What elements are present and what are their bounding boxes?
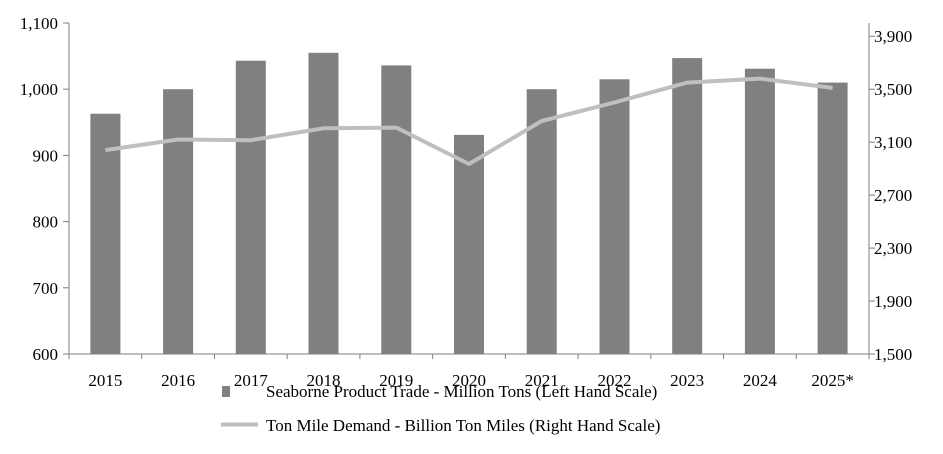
- x-tick-label: 2015: [88, 371, 122, 390]
- bar-2020: [454, 134, 484, 354]
- legend: Seaborne Product Trade - Million Tons (L…: [221, 382, 660, 435]
- right-tick-label: 2,700: [874, 186, 912, 205]
- left-tick-label: 1,000: [20, 80, 58, 99]
- x-tick-label: 2021: [525, 371, 559, 390]
- line-series: [105, 76, 833, 166]
- right-tick-label: 1,500: [874, 345, 912, 364]
- ton-mile-demand-line: [105, 76, 833, 166]
- right-tick-label: 3,500: [874, 80, 912, 99]
- x-tick-label: 2017: [234, 371, 269, 390]
- x-tick-label: 2016: [161, 371, 195, 390]
- right-tick-label: 1,900: [874, 292, 912, 311]
- bar-2021: [526, 89, 557, 354]
- left-tick-label: 700: [33, 279, 59, 298]
- bar-2023: [672, 58, 703, 354]
- left-tick-label: 900: [33, 146, 59, 165]
- bar-2019: [381, 65, 412, 355]
- x-tick-label: 2019: [379, 371, 413, 390]
- bar-series: [90, 52, 848, 355]
- left-tick-label: 800: [33, 213, 59, 232]
- axes: 600 700 800 900 1,000 1,100 1,500 1,900 2,300 2,7…: [20, 14, 913, 390]
- right-tick-label: 2,300: [874, 239, 912, 258]
- bar-2024: [744, 68, 775, 354]
- legend-label-bar: Seaborne Product Trade - Million Tons (L…: [266, 382, 657, 401]
- right-tick-label: 3,900: [874, 27, 912, 46]
- x-tick-label: 2025*: [811, 371, 854, 390]
- bar-2017: [235, 60, 266, 354]
- bar-2025: [817, 82, 848, 354]
- x-tick-label: 2023: [670, 371, 704, 390]
- bar-2016: [163, 89, 194, 354]
- x-tick-label: 2024: [743, 371, 778, 390]
- left-tick-label: 1,100: [20, 14, 58, 33]
- left-tick-label: 600: [33, 345, 59, 364]
- x-tick-label: 2020: [452, 371, 486, 390]
- right-tick-label: 3,100: [874, 133, 912, 152]
- x-tick-label: 2022: [597, 371, 631, 390]
- legend-label-line: Ton Mile Demand - Billion Ton Miles (Rig…: [266, 416, 660, 435]
- bar-2018: [308, 52, 339, 355]
- x-tick-label: 2018: [307, 371, 341, 390]
- bar-2015: [90, 113, 121, 354]
- bar-2022: [599, 79, 630, 355]
- legend-swatch-bar: [222, 386, 230, 397]
